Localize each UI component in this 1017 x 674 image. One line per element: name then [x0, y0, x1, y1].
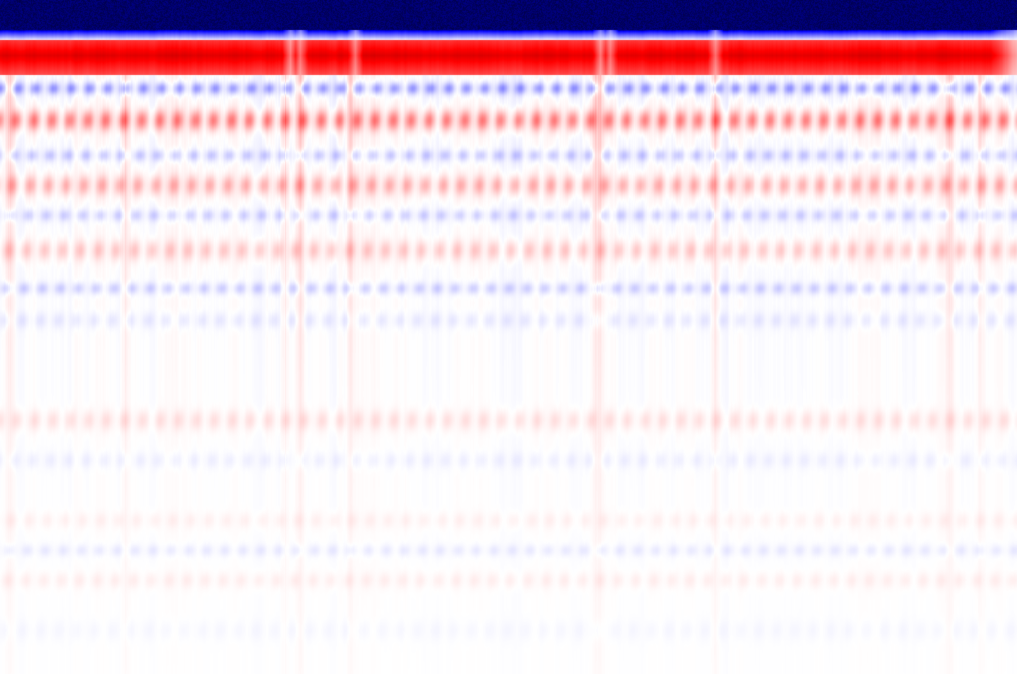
heatmap-canvas	[0, 0, 1017, 674]
heatmap-image	[0, 0, 1017, 674]
